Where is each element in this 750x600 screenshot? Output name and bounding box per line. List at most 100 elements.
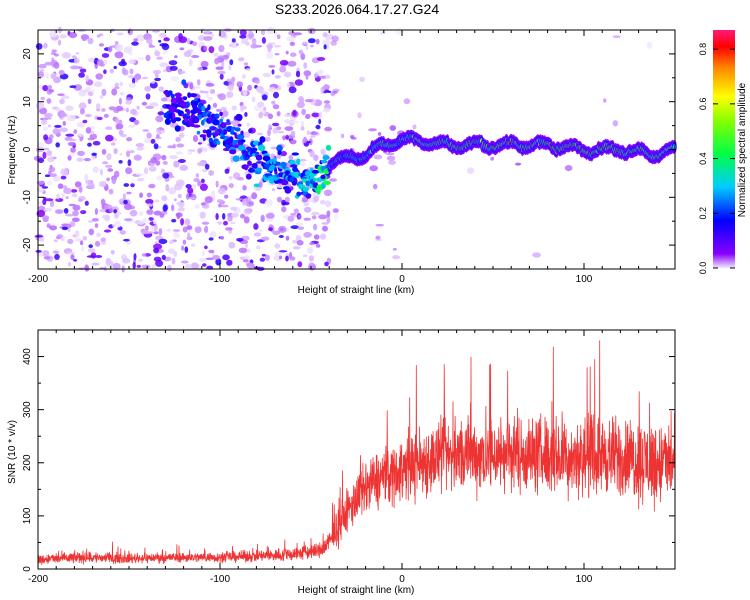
heatmap-cell (126, 191, 132, 195)
heatmap-cell (467, 167, 475, 174)
spectrogram-x-axis-label: Height of straight line (km) (298, 285, 415, 296)
heatmap-cell (153, 143, 159, 150)
heatmap-cell (243, 62, 249, 66)
ridge-cell (320, 174, 326, 180)
heatmap-cell (53, 239, 58, 243)
heatmap-cell (293, 32, 303, 36)
heatmap-cell (220, 106, 227, 112)
heatmap-cell (243, 216, 250, 224)
heatmap-cell (67, 238, 74, 244)
heatmap-cell (303, 136, 307, 144)
heatmap-cell (167, 175, 175, 179)
x-tick-label: -100 (210, 574, 230, 585)
heatmap-cell (79, 68, 87, 73)
ridge-cell (190, 109, 197, 115)
heatmap-cell (42, 151, 47, 159)
heatmap-cell (76, 122, 85, 128)
heatmap-cell (304, 99, 314, 103)
heatmap-cell (490, 156, 495, 161)
heatmap-cell (145, 93, 151, 100)
heatmap-cell (313, 223, 318, 231)
heatmap-cell (187, 187, 194, 194)
heatmap-cell (108, 188, 114, 195)
heatmap-cell (112, 262, 121, 271)
heatmap-cell (218, 187, 226, 195)
ridge-cell (240, 130, 244, 136)
heatmap-cell (238, 57, 245, 62)
heatmap-cell (646, 41, 653, 49)
heatmap-cell (178, 201, 185, 208)
heatmap-cell (91, 218, 99, 222)
heatmap-cell (105, 164, 113, 168)
heatmap-cell (309, 262, 314, 266)
heatmap-cell (159, 213, 165, 218)
heatmap-cell (612, 120, 618, 127)
heatmap-cell (123, 218, 133, 222)
heatmap-cell (179, 164, 189, 171)
ridge-cell (264, 163, 271, 168)
heatmap-cell (61, 226, 69, 231)
heatmap-cell (60, 168, 69, 176)
ridge-cell (240, 139, 246, 143)
heatmap-cell (35, 102, 45, 110)
heatmap-cell (50, 73, 56, 80)
snr-y-ticks: 0 100 200 300 400 (22, 329, 675, 572)
ridge-cell (247, 160, 252, 166)
heatmap-cell (101, 88, 107, 96)
heatmap-cell (201, 169, 208, 173)
heatmap-cell (82, 89, 89, 93)
colorbar-gradient (713, 30, 735, 268)
heatmap-cell (320, 233, 327, 240)
heatmap-cell (288, 31, 296, 36)
heatmap-cell (163, 37, 170, 42)
heatmap-cell (167, 145, 176, 149)
heatmap-cell (285, 50, 289, 55)
heatmap-cell (136, 264, 141, 268)
heatmap-cell (188, 59, 193, 67)
heatmap-cell (329, 178, 337, 182)
heatmap-cell (288, 154, 294, 161)
heatmap-cell (115, 105, 124, 112)
heatmap-cell (309, 131, 319, 136)
heatmap-cell (148, 166, 157, 172)
heatmap-cell (268, 86, 276, 93)
heatmap-cell (38, 63, 47, 69)
heatmap-cell (199, 211, 206, 219)
heatmap-cell (154, 73, 159, 78)
heatmap-cell (88, 228, 95, 236)
heatmap-cell (58, 39, 62, 46)
ridge-cell (172, 112, 176, 120)
heatmap-cell (187, 151, 193, 156)
heatmap-cell (307, 27, 316, 35)
ridge-cell (274, 171, 278, 175)
heatmap-cell (48, 89, 54, 93)
heatmap-cell (141, 76, 148, 80)
heatmap-cell (55, 209, 64, 215)
heatmap-cell (78, 186, 83, 193)
heatmap-cell (132, 262, 136, 269)
heatmap-cell (278, 225, 287, 233)
heatmap-cell (130, 183, 135, 188)
heatmap-cell (212, 255, 221, 260)
y-tick-label: 400 (22, 348, 33, 365)
heatmap-cell (248, 201, 253, 206)
heatmap-cell (96, 34, 101, 38)
heatmap-cell (184, 218, 191, 226)
heatmap-cell (222, 254, 230, 261)
ridge-cell (301, 178, 308, 183)
heatmap-cell (131, 41, 139, 46)
heatmap-cell (87, 98, 92, 105)
heatmap-cell (375, 235, 381, 240)
heatmap-cell (158, 39, 162, 43)
heatmap-cell (208, 249, 215, 254)
heatmap-cell (306, 130, 310, 136)
heatmap-cell (175, 137, 181, 142)
heatmap-cell (246, 67, 251, 71)
heatmap-cell (276, 196, 283, 203)
heatmap-cell (103, 69, 107, 74)
heatmap-cell (241, 198, 247, 206)
heatmap-cell (313, 195, 320, 203)
heatmap-cell (75, 237, 82, 242)
ridge-cell (223, 129, 228, 135)
ridge-cell (187, 92, 192, 98)
